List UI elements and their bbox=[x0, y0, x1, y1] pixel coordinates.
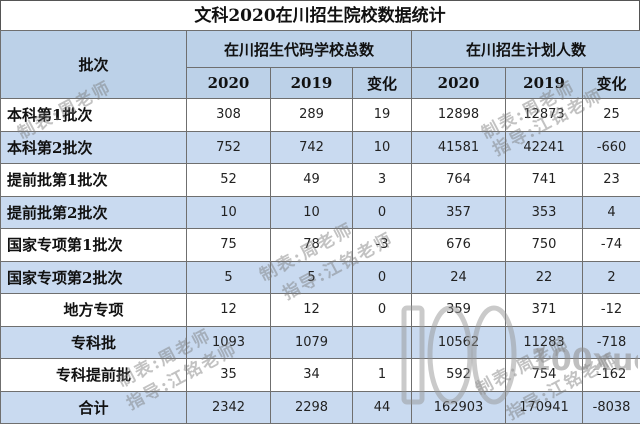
header-plan-2019: 2019 bbox=[505, 67, 584, 99]
plan-change: -8038 bbox=[582, 390, 640, 424]
plan-change: -12 bbox=[582, 293, 640, 327]
header-plan-change: 变化 bbox=[582, 67, 640, 99]
schools-change: 1 bbox=[351, 358, 413, 392]
table-row: 专科批 1093 1079 10562 11283 -718 bbox=[0, 325, 640, 359]
plan-2020: 162903 bbox=[411, 390, 507, 424]
plan-2019: 750 bbox=[505, 228, 584, 262]
plan-2019: 12873 bbox=[505, 98, 584, 132]
header-batch: 批次 bbox=[0, 30, 187, 99]
table-row: 提前批第1批次 52 49 3 764 741 23 bbox=[0, 163, 640, 197]
header-plan-2020: 2020 bbox=[411, 67, 507, 99]
plan-2019: 754 bbox=[505, 358, 584, 392]
schools-change: 0 bbox=[351, 195, 413, 229]
batch-name: 提前批第2批次 bbox=[0, 195, 187, 229]
schools-change: 19 bbox=[351, 98, 413, 132]
schools-change: 10 bbox=[351, 130, 413, 164]
plan-2019: 170941 bbox=[505, 390, 584, 424]
batch-name: 本科第2批次 bbox=[0, 130, 187, 164]
batch-name: 合计 bbox=[0, 390, 187, 424]
schools-2019: 34 bbox=[270, 358, 353, 392]
plan-2020: 764 bbox=[411, 163, 507, 197]
plan-2019: 11283 bbox=[505, 325, 584, 359]
admission-stats-table: 批次 在川招生代码学校总数 在川招生计划人数 2020 2019 变化 2020… bbox=[0, 30, 640, 424]
header-schools-2020: 2020 bbox=[186, 67, 271, 99]
plan-2020: 10562 bbox=[411, 325, 507, 359]
schools-2020: 2342 bbox=[186, 390, 271, 424]
batch-name: 地方专项 bbox=[0, 293, 187, 327]
header-group-schools: 在川招生代码学校总数 bbox=[185, 30, 413, 68]
schools-2020: 1093 bbox=[186, 325, 271, 359]
batch-name: 本科第1批次 bbox=[0, 98, 187, 132]
table-row: 本科第2批次 752 742 10 41581 42241 -660 bbox=[0, 130, 640, 164]
schools-2019: 78 bbox=[270, 228, 353, 262]
schools-change: 3 bbox=[351, 163, 413, 197]
plan-2020: 41581 bbox=[411, 130, 507, 164]
header-schools-change: 变化 bbox=[351, 67, 413, 99]
plan-2020: 12898 bbox=[411, 98, 507, 132]
plan-2020: 359 bbox=[411, 293, 507, 327]
schools-2019: 742 bbox=[270, 130, 353, 164]
batch-name: 专科批 bbox=[0, 325, 187, 359]
schools-2020: 10 bbox=[186, 195, 271, 229]
plan-2019: 353 bbox=[505, 195, 584, 229]
schools-change: 0 bbox=[351, 260, 413, 294]
schools-2020: 752 bbox=[186, 130, 271, 164]
table-row: 提前批第2批次 10 10 0 357 353 4 bbox=[0, 195, 640, 229]
schools-2019: 49 bbox=[270, 163, 353, 197]
schools-change: 44 bbox=[351, 390, 413, 424]
plan-2020: 676 bbox=[411, 228, 507, 262]
table-title: 文科2020在川招生院校数据统计 bbox=[0, 0, 640, 30]
plan-2019: 42241 bbox=[505, 130, 584, 164]
schools-2020: 52 bbox=[186, 163, 271, 197]
schools-2020: 35 bbox=[186, 358, 271, 392]
schools-2019: 2298 bbox=[270, 390, 353, 424]
batch-name: 专科提前批 bbox=[0, 358, 187, 392]
table-row: 本科第1批次 308 289 19 12898 12873 25 bbox=[0, 98, 640, 132]
table-row-total: 合计 2342 2298 44 162903 170941 -8038 bbox=[0, 390, 640, 424]
plan-change: -718 bbox=[582, 325, 640, 359]
batch-name: 提前批第1批次 bbox=[0, 163, 187, 197]
plan-2019: 22 bbox=[505, 260, 584, 294]
table-row: 国家专项第2批次 5 5 0 24 22 2 bbox=[0, 260, 640, 294]
plan-change: 25 bbox=[582, 98, 640, 132]
plan-change: 4 bbox=[582, 195, 640, 229]
schools-change: 0 bbox=[351, 293, 413, 327]
table-row: 地方专项 12 12 0 359 371 -12 bbox=[0, 293, 640, 327]
plan-2019: 371 bbox=[505, 293, 584, 327]
plan-change: -162 bbox=[582, 358, 640, 392]
schools-2019: 1079 bbox=[270, 325, 353, 359]
plan-change: 23 bbox=[582, 163, 640, 197]
plan-change: 2 bbox=[582, 260, 640, 294]
schools-change: -3 bbox=[351, 228, 413, 262]
table-row: 国家专项第1批次 75 78 -3 676 750 -74 bbox=[0, 228, 640, 262]
schools-2019: 289 bbox=[270, 98, 353, 132]
schools-2019: 10 bbox=[270, 195, 353, 229]
header-schools-2019: 2019 bbox=[270, 67, 353, 99]
plan-2020: 357 bbox=[411, 195, 507, 229]
schools-2020: 5 bbox=[186, 260, 271, 294]
plan-change: -74 bbox=[582, 228, 640, 262]
plan-change: -660 bbox=[582, 130, 640, 164]
header-group-plan: 在川招生计划人数 bbox=[411, 30, 640, 68]
schools-2020: 12 bbox=[186, 293, 271, 327]
schools-change bbox=[351, 325, 413, 359]
schools-2020: 75 bbox=[186, 228, 271, 262]
plan-2020: 592 bbox=[411, 358, 507, 392]
batch-name: 国家专项第1批次 bbox=[0, 228, 187, 262]
schools-2019: 12 bbox=[270, 293, 353, 327]
plan-2019: 741 bbox=[505, 163, 584, 197]
plan-2020: 24 bbox=[411, 260, 507, 294]
batch-name: 国家专项第2批次 bbox=[0, 260, 187, 294]
schools-2019: 5 bbox=[270, 260, 353, 294]
table-row: 专科提前批 35 34 1 592 754 -162 bbox=[0, 358, 640, 392]
schools-2020: 308 bbox=[186, 98, 271, 132]
